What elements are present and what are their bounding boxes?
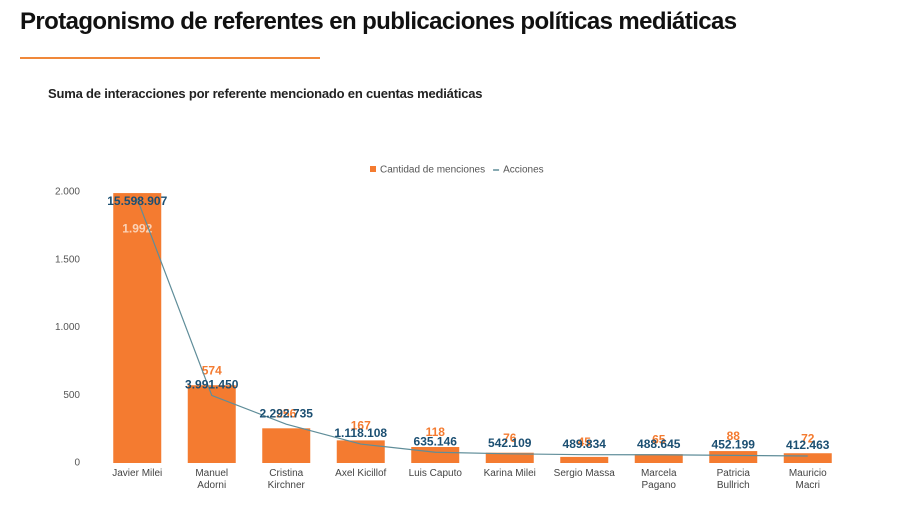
x-tick-label: Marcela Pagano	[640, 468, 677, 491]
y-tick-label: 0	[74, 458, 80, 469]
x-tick-label: Luis Caputo	[408, 468, 462, 479]
bar	[783, 453, 832, 463]
bar-value-label: 72	[801, 431, 815, 445]
x-tick-label: Cristina Kirchner	[267, 468, 305, 491]
bar	[709, 451, 758, 463]
legend-label: Acciones	[503, 165, 544, 176]
bar-value-label: 88	[727, 429, 741, 443]
line	[136, 198, 808, 457]
bar	[187, 385, 236, 463]
line-value-label: 1.118.108	[334, 426, 387, 440]
x-tick-label: Manuel Adorni	[195, 468, 229, 491]
chart-subtitle: Suma de interacciones por referente menc…	[48, 86, 483, 101]
bar	[485, 452, 534, 463]
x-tick-label: Patricia Bullrich	[716, 468, 750, 491]
y-tick-label: 500	[63, 390, 80, 401]
y-tick-label: 2.000	[55, 187, 80, 198]
line-value-label: 542.109	[488, 436, 532, 450]
line-value-label: 15.598.907	[107, 194, 167, 208]
y-tick-label: 1.000	[55, 322, 80, 333]
legend-swatch	[370, 166, 376, 172]
bar-value-label: 76	[503, 431, 517, 445]
x-tick-label: Javier Milei	[112, 468, 163, 479]
x-tick-label: Sergio Massa	[553, 468, 615, 479]
line-value-label: 412.463	[786, 438, 830, 452]
line-value-label: 489.834	[563, 437, 607, 451]
bar-value-label: 1.992	[122, 221, 152, 235]
legend-label: Cantidad de menciones	[380, 165, 485, 176]
bar-value-label: 256	[276, 406, 296, 420]
bar	[336, 440, 385, 463]
y-tick-label: 1.500	[55, 254, 80, 265]
bar-value-label: 167	[351, 419, 371, 433]
line-value-label: 488.645	[637, 437, 681, 451]
line-value-label: 452.199	[712, 438, 756, 452]
title-rule	[20, 57, 320, 59]
bar-value-label: 574	[202, 363, 222, 377]
bar	[411, 447, 460, 463]
bar	[262, 428, 311, 463]
line-value-label: 635.146	[414, 434, 458, 448]
x-tick-label: Karina Milei	[483, 468, 536, 479]
bar-value-label: 45	[578, 435, 592, 449]
line-value-label: 3.991.450	[185, 378, 239, 392]
bar-value-label: 65	[652, 432, 666, 446]
bar	[634, 454, 683, 463]
line-value-label: 2.292.735	[260, 406, 314, 420]
chart-title: Protagonismo de referentes en publicacio…	[20, 8, 737, 35]
x-tick-label: Mauricio Macri	[788, 468, 827, 491]
x-tick-label: Axel Kicillof	[335, 468, 387, 479]
bar-value-label: 118	[426, 425, 446, 439]
bar	[560, 456, 609, 463]
bar	[113, 193, 162, 464]
